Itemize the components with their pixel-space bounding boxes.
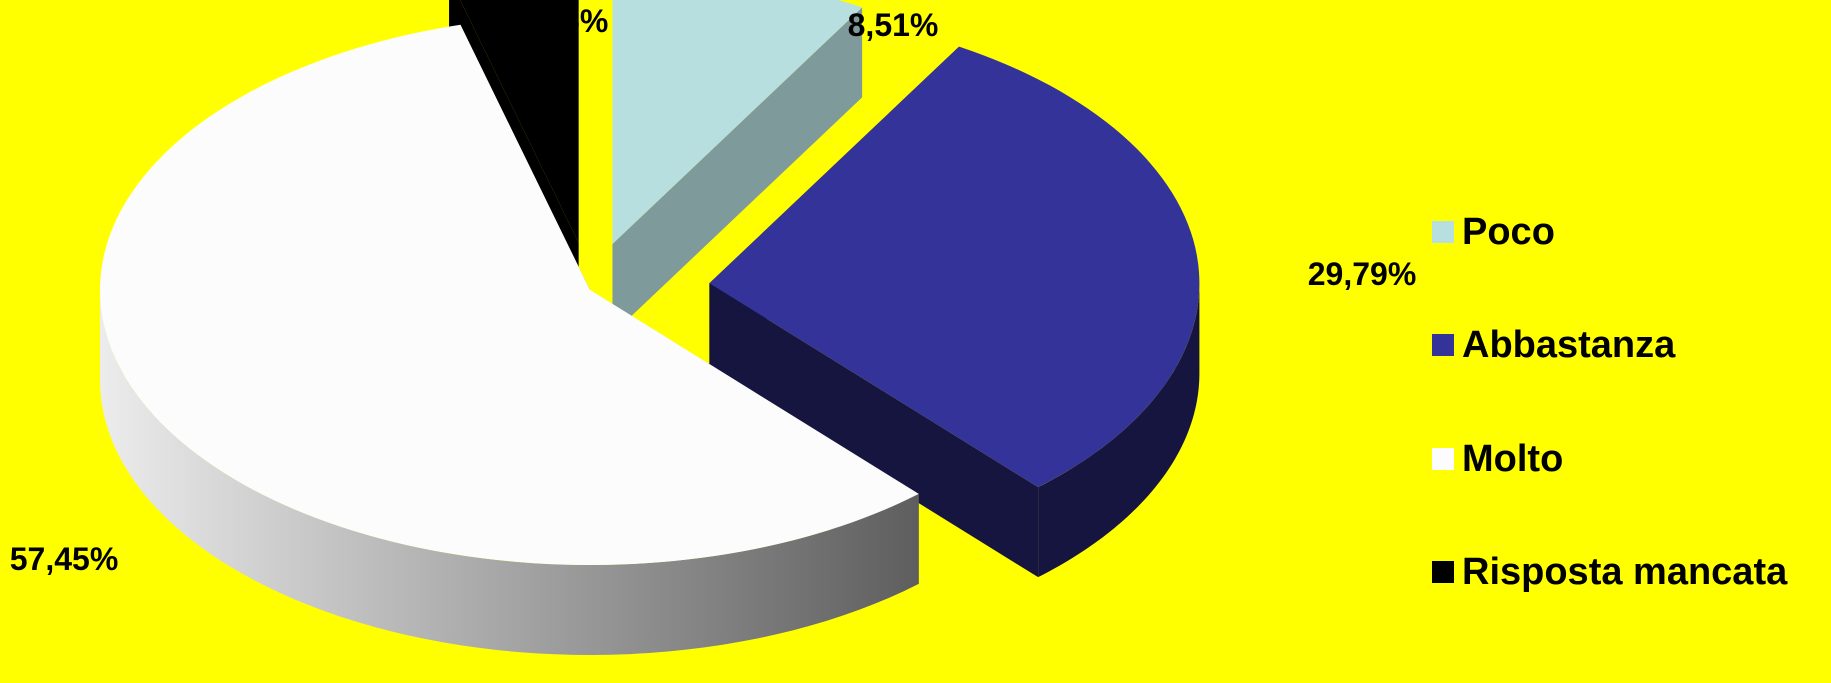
legend-swatch-risposta-mancata [1432, 561, 1454, 583]
legend-swatch-abbastanza [1432, 334, 1454, 356]
pie-slice-side-molto [100, 290, 919, 655]
pie-slice-tops [100, 0, 1200, 566]
legend-item-risposta-mancata: Risposta mancata [1432, 550, 1788, 593]
data-labels: 8,51% 29,79% 57,45% 4,26% [10, 3, 1417, 577]
legend-label-molto: Molto [1462, 437, 1564, 480]
data-label-poco: 8,51% [848, 7, 939, 43]
data-label-molto: 57,45% [10, 541, 119, 577]
legend-item-poco: Poco [1432, 210, 1555, 253]
legend-swatch-poco [1432, 221, 1454, 243]
pie-slice-wall-abbastanza-1 [709, 283, 1039, 578]
legend-item-molto: Molto [1432, 437, 1564, 480]
legend-label-risposta-mancata: Risposta mancata [1462, 550, 1788, 593]
pie-slice-poco [612, 0, 863, 244]
pie-slice-abbastanza [709, 46, 1200, 488]
legend-swatch-molto [1432, 448, 1454, 470]
pie-slice-molto [100, 24, 919, 566]
legend-item-abbastanza: Abbastanza [1432, 323, 1676, 366]
legend-label-poco: Poco [1462, 210, 1555, 253]
pie-slice-side-abbastanza [1038, 283, 1200, 578]
legend-label-abbastanza: Abbastanza [1462, 323, 1676, 366]
data-label-abbastanza: 29,79% [1308, 256, 1417, 292]
pie-slice-risposta-mancata [460, 0, 579, 243]
data-label-risposta-mancata: 4,26% [518, 3, 609, 39]
pie-slice-wall-poco-1 [612, 7, 863, 334]
